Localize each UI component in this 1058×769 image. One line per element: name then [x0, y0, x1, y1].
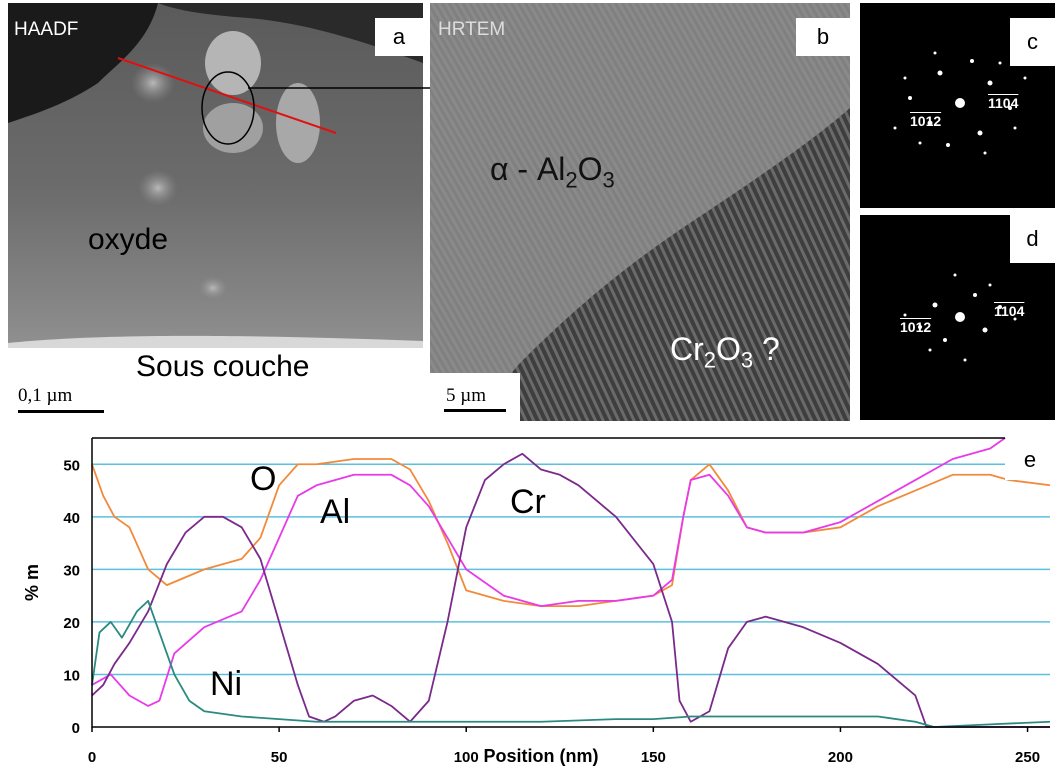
composition-profile-chart: 0 10 20 30 40 50 0 50 100 150 200 250 Position (nm)%…	[22, 437, 1051, 766]
hrtem-scale-label: 5 µm	[446, 385, 486, 406]
y-tick-label: 0	[72, 720, 80, 737]
x-axis-label: Position (nm)	[484, 746, 599, 766]
y-tick-label: 10	[63, 667, 80, 684]
haadf-image	[8, 3, 423, 381]
series-annotation-o: O	[250, 460, 277, 498]
alumina-label: α - Al2O3	[490, 151, 615, 193]
sublayer-label: Sous couche	[136, 350, 310, 381]
chromia-cr: Cr	[670, 331, 704, 367]
haadf-panel: HAADF a oxyde Sous couche	[8, 3, 423, 381]
alumina-text: α - Al	[490, 151, 566, 187]
alumina-o: O	[577, 151, 603, 187]
series-line-al	[91, 437, 1006, 707]
oxide-label: oxyde	[88, 223, 169, 256]
y-tick-label: 30	[63, 562, 80, 579]
series-line-o	[91, 458, 1051, 608]
x-tick-label: 200	[828, 749, 853, 766]
haadf-scale-bar	[18, 410, 104, 413]
y-tick-label: 50	[63, 457, 80, 474]
series-annotation-ni: Ni	[210, 665, 243, 703]
x-tick-label: 250	[1015, 749, 1040, 766]
fft-c-pattern	[893, 51, 1027, 155]
panel-letter-c: c	[1010, 18, 1055, 66]
alumina-sub-2: 2	[565, 167, 578, 193]
panel-letter-d: d	[1010, 215, 1055, 263]
y-tick-label: 20	[63, 615, 80, 632]
chromia-sub-3: 3	[740, 347, 754, 373]
hrtem-scale-bar	[444, 409, 506, 412]
panel-letter-a: a	[375, 18, 423, 56]
fft-d-pattern	[903, 273, 1017, 362]
y-tick-label: 40	[63, 510, 80, 527]
fft-c-spot2: 1104	[988, 95, 1019, 111]
fft-d-spot1: 1012	[900, 319, 932, 335]
hrtem-mode-label: HRTEM	[438, 19, 506, 40]
chromia-label: Cr2O3 ?	[670, 331, 780, 373]
fft-c-spot1: 1012	[910, 113, 942, 129]
hrtem-panel: HRTEM b α - Al2O3 Cr2O3 ? 5 µm	[430, 3, 850, 421]
chromia-sub-2: 2	[703, 347, 717, 373]
fft-panel-c: c 1012 1104	[860, 3, 1055, 208]
chromia-o: O	[716, 331, 741, 367]
panel-letter-b: b	[796, 18, 850, 56]
fft-d-spot2: 1104	[994, 303, 1025, 319]
x-tick-label: 150	[641, 749, 666, 766]
series-annotation-al: Al	[320, 493, 351, 531]
x-tick-label: 50	[271, 749, 288, 766]
axis-frame	[91, 438, 1050, 728]
x-tick-label: 0	[88, 749, 96, 766]
series-annotation-cr: Cr	[510, 483, 546, 521]
panel-letter-e: e	[1005, 440, 1055, 480]
hrtem-image	[430, 3, 850, 421]
haadf-scale-label: 0,1 µm	[18, 385, 73, 406]
x-tick-label: 100	[454, 749, 479, 766]
haadf-mode-label: HAADF	[14, 19, 79, 40]
y-axis-label: % m	[22, 564, 42, 601]
alumina-sub-3: 3	[602, 167, 615, 193]
fft-panel-d: d 1012 1104	[860, 215, 1055, 420]
series-line-ni	[91, 599, 1051, 728]
hrtem-scale-box	[430, 373, 520, 421]
series-line-cr	[91, 452, 1050, 728]
chromia-question: ?	[753, 331, 780, 367]
